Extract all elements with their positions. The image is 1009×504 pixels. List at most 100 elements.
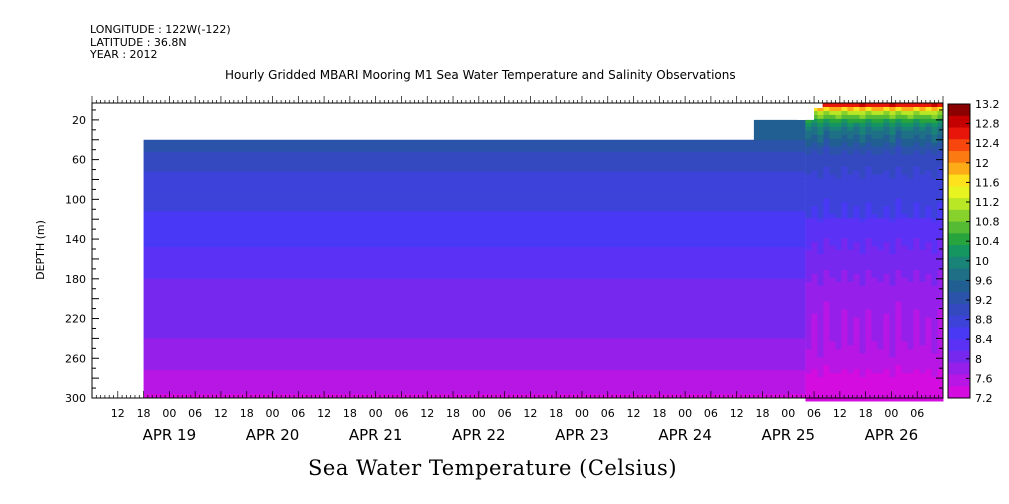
field-cell [859,166,866,172]
colorbar-label: 11.6 [975,176,1000,189]
field-cell [817,242,824,247]
field-cell [853,377,860,382]
field-cell [805,397,812,402]
field-cell [889,218,896,223]
field-cell [901,325,908,330]
field-cell [877,265,884,271]
field-cell [919,194,926,199]
field-cell [877,226,884,231]
field-cell [817,393,824,398]
field-cell [901,349,908,354]
field-cell [919,377,926,382]
field-cell [865,261,872,267]
field-cell [883,130,890,136]
colorbar-swatch [948,221,970,234]
x-tick-label: 00 [266,407,280,420]
field-cell [901,106,908,112]
field-cell [895,277,902,283]
field-cell [853,134,860,140]
field-cell [883,126,890,132]
field-cell [907,118,914,124]
colorbar: 13.212.812.41211.611.210.810.4109.69.28.… [947,98,1000,405]
field-cell [907,226,914,231]
field-cell [823,138,830,144]
field-cell [847,182,854,187]
field-cell [895,289,902,295]
field-cell [805,333,812,338]
field-cell [901,333,908,338]
field-cell [907,345,914,350]
x-tick-label: 12 [523,407,537,420]
field-cell [835,158,842,164]
field-cell [877,238,884,243]
field-cell [805,242,812,247]
field-cell [931,122,938,128]
field-cell [871,377,878,382]
field-cell [859,246,866,251]
field-cell [931,134,938,140]
field-cell [883,222,890,227]
field-cell [805,393,812,398]
field-cell [919,385,926,390]
field-cell [931,206,938,211]
field-cell [853,349,860,354]
field-cell [847,134,854,140]
field-cell [853,273,860,279]
field-cell [937,257,944,263]
field-cell [877,194,884,199]
field-cell [835,118,842,124]
field-cell [907,365,914,370]
field-cell [913,178,920,183]
field-cell [937,194,944,199]
field-cell [883,321,890,326]
field-cell [829,214,836,219]
x-tick-label: 12 [420,407,434,420]
field-cell [913,369,920,374]
field-cell [823,242,830,247]
field-band [143,318,806,324]
field-cell [865,122,872,128]
field-cell [889,277,896,283]
field-band [143,223,806,228]
field-cell [847,154,854,160]
field-cell [871,174,878,179]
field-cell [841,313,848,319]
field-band [143,390,806,395]
field-cell [877,146,884,152]
field-cell [823,210,830,215]
field-cell [835,261,842,267]
field-cell [907,214,914,219]
field-cell [853,313,860,319]
missing-gap [814,103,823,108]
field-cell [931,238,938,243]
field-cell [877,357,884,362]
field-cell [895,186,902,191]
field-cell [853,138,860,144]
field-cell [841,122,848,128]
field-cell [865,397,872,402]
field-cell [871,341,878,346]
field-cell [817,186,824,191]
field-cell [889,297,896,303]
y-tick-label: 20 [72,114,86,127]
field-cell [901,190,908,195]
field-cell [811,281,818,287]
field-cell [871,178,878,183]
field-cell [823,361,830,366]
field-cell [829,234,836,239]
field-cell [835,206,842,211]
field-cell [817,349,824,354]
field-cell [895,317,902,323]
field-cell [877,178,884,183]
colorbar-swatch [948,233,970,246]
field-cell [859,281,866,287]
field-cell [817,214,824,219]
field-cell [877,114,884,120]
field-cell [883,365,890,370]
field-band [143,191,806,196]
field-cell [859,234,866,239]
field-cell [865,297,872,303]
field-cell [937,349,944,354]
field-cell [913,118,920,124]
field-cell [859,353,866,358]
